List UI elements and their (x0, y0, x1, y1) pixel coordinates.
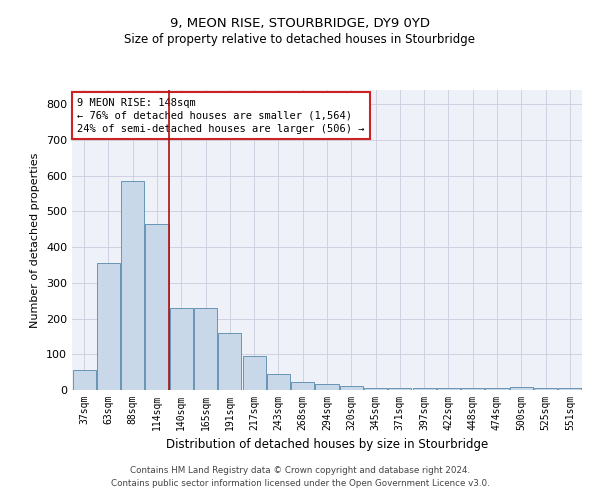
Text: 9 MEON RISE: 148sqm
← 76% of detached houses are smaller (1,564)
24% of semi-det: 9 MEON RISE: 148sqm ← 76% of detached ho… (77, 98, 365, 134)
Bar (242, 356, 266, 390)
Bar (73, 370, 95, 390)
Bar (364, 388, 387, 390)
Bar (170, 308, 193, 390)
X-axis label: Distribution of detached houses by size in Stourbridge: Distribution of detached houses by size … (166, 438, 488, 452)
Bar (388, 388, 412, 390)
Bar (121, 181, 144, 390)
Bar (97, 263, 120, 390)
Bar (194, 308, 217, 390)
Bar (316, 384, 338, 390)
Bar (340, 386, 363, 390)
Bar (437, 388, 460, 390)
Bar (413, 388, 436, 390)
Text: 9, MEON RISE, STOURBRIDGE, DY9 0YD: 9, MEON RISE, STOURBRIDGE, DY9 0YD (170, 18, 430, 30)
Text: Size of property relative to detached houses in Stourbridge: Size of property relative to detached ho… (125, 32, 476, 46)
Bar (145, 224, 169, 390)
Bar (267, 374, 290, 390)
Bar (461, 388, 484, 390)
Bar (559, 388, 581, 390)
Bar (218, 333, 241, 390)
Bar (534, 388, 557, 390)
Y-axis label: Number of detached properties: Number of detached properties (31, 152, 40, 328)
Bar (485, 388, 509, 390)
Bar (291, 382, 314, 390)
Text: Contains HM Land Registry data © Crown copyright and database right 2024.
Contai: Contains HM Land Registry data © Crown c… (110, 466, 490, 487)
Bar (510, 387, 533, 390)
